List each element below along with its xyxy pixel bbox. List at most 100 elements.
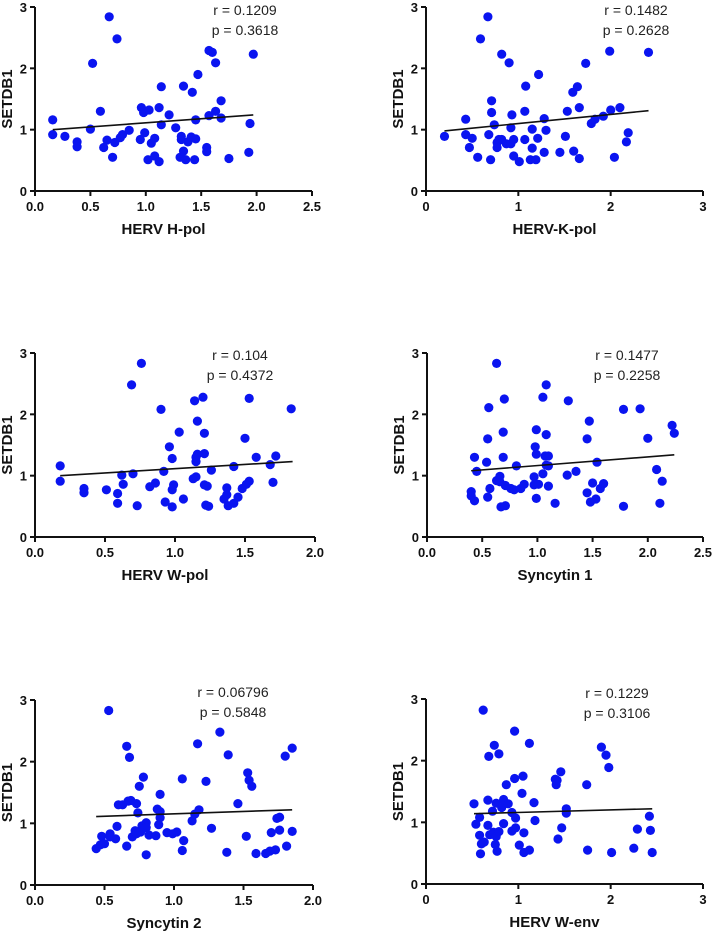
data-point: [483, 820, 493, 831]
x-tick-label: 1.5: [584, 545, 602, 560]
data-point: [199, 449, 209, 459]
data-point: [178, 146, 189, 156]
data-point: [192, 449, 202, 459]
data-point: [233, 492, 243, 502]
data-point: [251, 848, 261, 859]
data-point: [643, 47, 654, 58]
data-point: [486, 155, 496, 165]
data-point: [569, 146, 579, 156]
data-point: [144, 830, 154, 840]
data-point: [511, 461, 521, 471]
data-point: [229, 461, 239, 472]
data-point: [167, 502, 177, 512]
data-point: [499, 819, 509, 829]
y-tick-label: 3: [411, 0, 418, 15]
data-point: [122, 741, 132, 751]
data-point: [596, 742, 607, 752]
data-point: [618, 404, 629, 414]
data-point: [178, 494, 188, 504]
x-axis-label: HERV-K-pol: [513, 221, 597, 238]
data-point: [464, 142, 474, 153]
data-point: [501, 780, 511, 790]
data-point: [155, 789, 165, 800]
x-tick-label: 1.0: [528, 545, 546, 560]
data-point: [244, 476, 254, 486]
scatter-panel-6: 0 1 2 3 0 1 2 3 HERV W-env SETDB1 r = 0.1229 p = 0.…: [390, 685, 707, 931]
data-point: [211, 106, 221, 116]
data-point: [509, 726, 520, 736]
data-point: [467, 133, 477, 143]
data-point: [172, 827, 182, 837]
x-tick-label: 2: [607, 199, 614, 214]
data-point: [557, 823, 567, 833]
data-point: [510, 823, 521, 833]
x-tick-label: 1.5: [236, 545, 254, 560]
y-tick-label: 2: [411, 754, 418, 769]
data-point: [60, 131, 70, 141]
data-point: [48, 115, 58, 125]
data-point: [527, 124, 537, 134]
data-point: [206, 823, 217, 833]
data-point: [97, 831, 107, 841]
x-tick-label: 1.0: [165, 893, 183, 908]
data-point: [503, 799, 513, 809]
data-point: [539, 147, 549, 157]
data-point: [475, 812, 485, 823]
data-point: [118, 479, 128, 489]
data-point: [527, 143, 537, 153]
data-point: [489, 120, 499, 130]
data-point: [550, 498, 560, 508]
data-point: [475, 34, 486, 44]
data-point: [187, 87, 197, 97]
data-point: [521, 81, 531, 91]
data-point: [136, 358, 146, 368]
scatter-panel-3: 0 1 2 3 0.0 0.5 1.0 1.5 2.0 HERV W-pol SETDB1 r = 0…: [0, 346, 324, 584]
correlation-r-label: r = 0.1477: [595, 347, 659, 363]
data-point: [478, 705, 488, 715]
data-point: [88, 58, 98, 68]
regression-line: [444, 109, 649, 132]
data-point: [499, 394, 509, 404]
data-point: [133, 808, 143, 818]
data-point: [483, 12, 493, 22]
data-point: [475, 849, 486, 859]
data-point: [191, 457, 201, 467]
data-point: [519, 828, 529, 838]
data-point: [140, 128, 150, 138]
data-point: [192, 416, 202, 426]
data-point: [270, 845, 281, 855]
correlation-r-label: r = 0.1209: [213, 2, 277, 18]
data-point: [72, 142, 82, 152]
data-point: [643, 433, 653, 443]
x-tick-label: 1.0: [137, 199, 155, 214]
data-point: [563, 396, 573, 406]
x-tick-label: 2.0: [248, 199, 266, 214]
data-point: [509, 134, 519, 145]
data-point: [553, 834, 563, 844]
data-point: [190, 396, 200, 406]
y-tick-label: 0: [20, 878, 27, 893]
data-point: [243, 768, 253, 778]
data-point: [245, 118, 255, 129]
data-point: [154, 103, 164, 113]
data-point: [199, 428, 209, 438]
data-point: [48, 130, 58, 140]
data-point: [514, 157, 524, 167]
data-point: [156, 82, 166, 92]
data-point: [191, 134, 201, 144]
y-tick-label: 2: [20, 407, 27, 422]
y-tick-label: 2: [412, 407, 419, 422]
p-value-label: p = 0.3106: [584, 705, 651, 721]
data-point: [489, 740, 499, 750]
data-point: [122, 841, 132, 851]
data-point: [588, 478, 598, 488]
data-point: [518, 771, 528, 781]
data-point: [618, 501, 629, 511]
data-point: [141, 850, 151, 860]
data-point: [497, 49, 507, 59]
data-point: [469, 799, 479, 809]
data-point: [598, 111, 608, 121]
data-point: [194, 805, 204, 815]
data-point: [560, 131, 571, 141]
data-point: [117, 130, 128, 140]
